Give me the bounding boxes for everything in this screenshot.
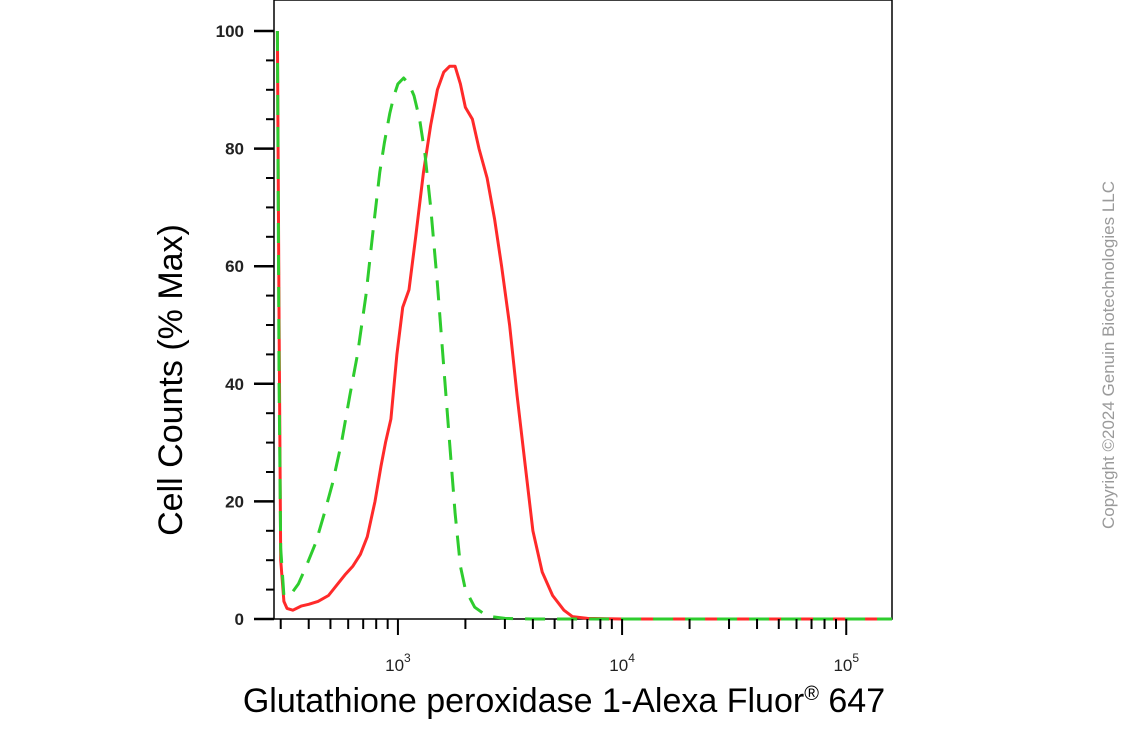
x-tick-label: 104 bbox=[609, 651, 635, 675]
x-tick-label: 103 bbox=[385, 651, 411, 675]
series-layer bbox=[275, 30, 892, 621]
y-axis-title: Cell Counts (% Max) bbox=[152, 224, 190, 536]
y-tick-label: 100 bbox=[216, 22, 244, 41]
series-line-1 bbox=[275, 30, 892, 621]
axis-layer: 0 20 40 60 80 100 103 104 105 bbox=[216, 22, 860, 675]
y-tick-label: 40 bbox=[225, 375, 244, 394]
x-axis-title-superscript: ® bbox=[804, 683, 819, 705]
plot-frame bbox=[273, 0, 893, 620]
series-line-0 bbox=[275, 30, 892, 621]
y-tick-label: 80 bbox=[225, 140, 244, 159]
x-axis-title: Glutathione peroxidase 1-Alexa Fluor® 64… bbox=[243, 682, 885, 720]
copyright-watermark: Copyright ©2024 Genuin Biotechnologies L… bbox=[1099, 181, 1118, 529]
y-tick-label: 0 bbox=[235, 610, 244, 629]
y-tick-label: 60 bbox=[225, 257, 244, 276]
x-axis-title-main: Glutathione peroxidase 1-Alexa Fluor bbox=[243, 682, 804, 720]
x-tick-label: 105 bbox=[833, 651, 859, 675]
x-axis-title-suffix: 647 bbox=[819, 682, 885, 720]
y-tick-label: 20 bbox=[225, 492, 244, 511]
